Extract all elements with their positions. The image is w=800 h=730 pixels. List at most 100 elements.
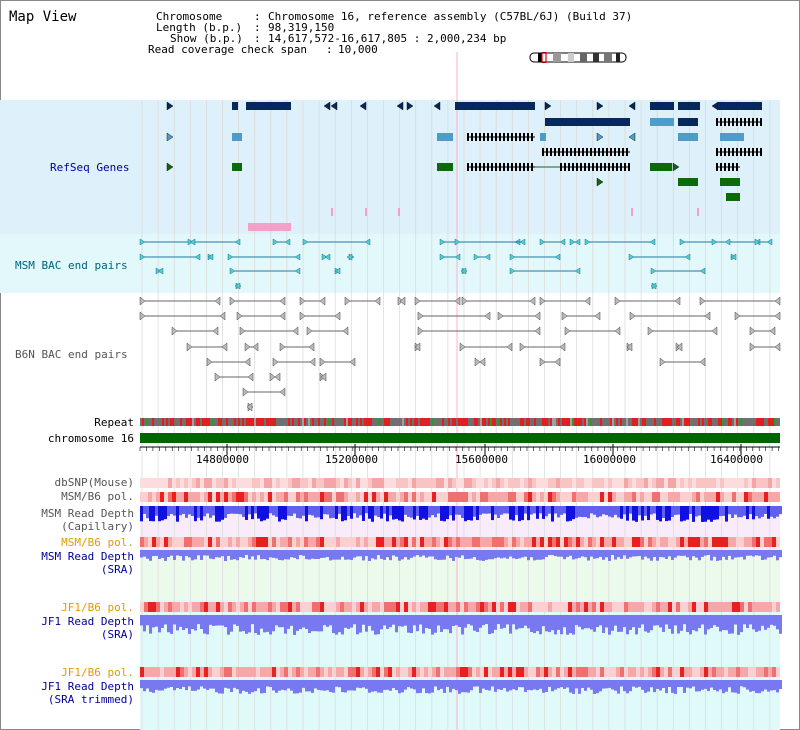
chromosome-ideogram[interactable] <box>528 52 628 63</box>
depth-bar <box>608 680 611 688</box>
depth-bar <box>179 615 182 627</box>
b6n-end-marker <box>454 296 461 306</box>
heat-cell <box>348 492 352 502</box>
depth-bar <box>440 615 443 632</box>
heat-cell <box>236 602 240 612</box>
b6n-end-marker <box>711 326 718 336</box>
depth-bar <box>521 550 524 558</box>
heat-cell <box>372 667 376 677</box>
heat-cell <box>516 478 520 488</box>
heat-cell <box>560 602 564 612</box>
repeat-mark <box>428 418 430 426</box>
heat-cell <box>600 667 604 677</box>
bac-end-marker <box>454 238 461 246</box>
depth-bar <box>140 550 143 558</box>
heat-cell <box>176 602 180 612</box>
depth-bar <box>332 680 335 693</box>
b6n-end-marker <box>374 296 381 306</box>
depth-bar <box>239 506 242 515</box>
heat-cell <box>712 492 716 502</box>
depth-bar <box>515 506 518 516</box>
track-label-b6n-bac[interactable]: B6N BAC end pairs <box>15 348 128 361</box>
depth-bar <box>770 506 773 517</box>
depth-bar <box>773 680 776 691</box>
heat-cell <box>192 492 196 502</box>
depth-bar <box>668 615 671 629</box>
depth-bar <box>638 550 641 556</box>
repeat-mark <box>550 418 552 426</box>
depth-bar <box>140 506 143 522</box>
depth-bar <box>152 506 155 522</box>
depth-bar <box>224 506 227 518</box>
track-label-msm-depth-cap-sub: (Capillary) <box>61 520 134 533</box>
repeat-mark <box>532 418 534 426</box>
depth-bar <box>677 615 680 634</box>
repeat-mark <box>318 418 320 426</box>
heat-cell <box>448 492 452 502</box>
heat-cell <box>260 602 264 612</box>
heat-cell <box>204 478 208 488</box>
heat-cell <box>704 478 708 488</box>
heat-cell <box>400 492 404 502</box>
repeat-mark <box>408 418 410 426</box>
heat-cell <box>140 667 144 677</box>
depth-bar <box>668 506 671 521</box>
heat-cell <box>456 492 460 502</box>
bac-end-marker <box>234 282 241 290</box>
heat-cell <box>716 602 720 612</box>
depth-bar <box>605 550 608 558</box>
heat-cell <box>744 492 748 502</box>
gene-exon-tick <box>760 148 762 156</box>
heat-cell <box>636 492 640 502</box>
gene-exon-tick <box>566 148 568 156</box>
repeat-mark <box>298 418 300 426</box>
depth-bar <box>365 550 368 557</box>
depth-bar <box>698 615 701 629</box>
track-label-msm-bac[interactable]: MSM BAC end pairs <box>15 259 128 272</box>
heat-cell <box>164 478 168 488</box>
repeat-mark <box>700 418 702 426</box>
bac-end-marker <box>229 267 236 275</box>
heat-cell <box>724 537 728 547</box>
heat-cell <box>376 602 380 612</box>
repeat-mark <box>400 418 402 426</box>
depth-bar <box>758 615 761 631</box>
heat-cell <box>612 602 616 612</box>
depth-bar <box>416 680 419 694</box>
depth-bar <box>533 550 536 561</box>
heat-cell <box>752 667 756 677</box>
repeat-mark <box>500 418 502 426</box>
repeat-mark <box>556 418 558 426</box>
depth-bar <box>590 550 593 557</box>
heat-cell <box>480 602 484 612</box>
heat-cell <box>728 478 732 488</box>
bac-end-marker <box>754 238 761 246</box>
depth-bar <box>608 615 611 635</box>
repeat-mark <box>632 418 634 426</box>
track-label-refseq[interactable]: RefSeq Genes <box>50 161 130 174</box>
bac-end-marker <box>439 238 446 246</box>
depth-bar <box>647 506 650 521</box>
heat-cell <box>560 492 564 502</box>
heat-cell <box>596 478 600 488</box>
repeat-mark <box>188 418 190 426</box>
repeat-mark <box>544 418 546 426</box>
repeat-mark <box>596 418 598 426</box>
heat-cell <box>236 667 240 677</box>
bac-end-marker <box>294 253 301 261</box>
heat-cell <box>368 492 372 502</box>
heat-cell <box>332 537 336 547</box>
repeat-mark <box>630 418 632 426</box>
gene-arrow <box>628 101 636 111</box>
heat-cell <box>508 667 512 677</box>
depth-bar <box>650 506 653 515</box>
depth-bar <box>197 506 200 518</box>
depth-bar <box>659 615 662 628</box>
heat-cell <box>656 478 660 488</box>
heat-cell <box>408 602 412 612</box>
depth-bar <box>272 550 275 558</box>
heat-cell <box>772 667 776 677</box>
gene-exon-tick <box>554 148 556 156</box>
depth-bar <box>269 680 272 687</box>
